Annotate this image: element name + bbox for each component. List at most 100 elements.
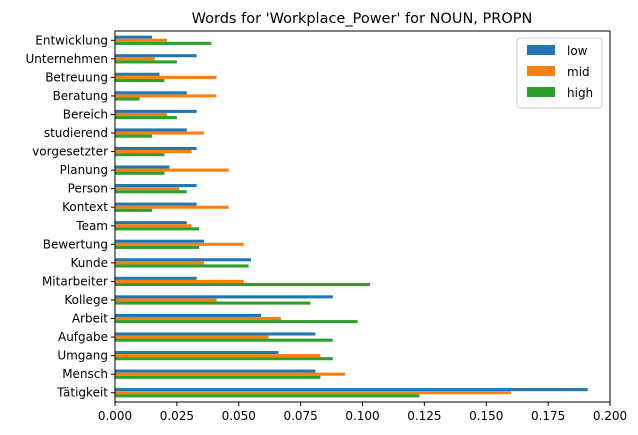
- bar-low: [115, 109, 197, 113]
- bar-mid: [115, 372, 346, 376]
- bar-high: [115, 97, 140, 101]
- x-axis: 0.000 0.025 0.050 0.075 0.100 0.125 0.150 0.175…: [98, 402, 627, 423]
- bar-low: [115, 146, 197, 151]
- bar-high: [115, 264, 249, 268]
- bar-low: [115, 165, 170, 169]
- bar-mid: [115, 112, 167, 117]
- x-tick-label: 0.200: [593, 409, 627, 423]
- y-tick-label: Kontext: [62, 200, 108, 214]
- bars-layer: [115, 35, 588, 398]
- bar-high: [115, 134, 153, 138]
- bar-mid: [115, 205, 229, 209]
- bar-low: [115, 369, 316, 373]
- bar-low: [115, 388, 588, 392]
- bar-mid: [115, 391, 511, 395]
- bar-low: [115, 91, 187, 95]
- bar-high: [115, 282, 370, 287]
- bar-mid: [115, 150, 192, 154]
- y-tick-label: Betreuung: [45, 70, 108, 84]
- bar-high: [115, 227, 200, 231]
- y-axis: Tätigkeit Mensch Umgang Aufgabe Arbeit Kolleg…: [26, 33, 115, 400]
- bar-mid: [115, 94, 217, 98]
- bar-mid: [115, 168, 229, 172]
- bar-low: [115, 128, 187, 132]
- bar-high: [115, 171, 165, 175]
- bar-mid: [115, 224, 192, 228]
- y-tick-label: studierend: [44, 126, 108, 140]
- bar-mid: [115, 131, 205, 135]
- y-tick-label: Planung: [60, 163, 108, 177]
- chart-title: Words for 'Workplace_Power' for NOUN, PR…: [192, 11, 533, 27]
- bar-low: [115, 313, 262, 317]
- legend-swatch-high: [527, 87, 555, 97]
- bar-high: [115, 375, 321, 379]
- bar-high: [115, 153, 165, 157]
- bar-mid: [115, 279, 244, 283]
- bar-low: [115, 35, 153, 39]
- bar-mid: [115, 261, 205, 265]
- bar-high: [115, 208, 153, 212]
- x-tick-label: 0.175: [531, 409, 565, 423]
- x-tick-label: 0.125: [407, 409, 441, 423]
- bar-low: [115, 258, 252, 262]
- y-tick-label: Aufgabe: [58, 330, 108, 344]
- bar-low: [115, 184, 197, 188]
- bar-high: [115, 301, 311, 305]
- bar-low: [115, 202, 197, 206]
- bar-high: [115, 245, 200, 249]
- bar-mid: [115, 316, 281, 321]
- bar-low: [115, 221, 187, 225]
- y-tick-label: Mensch: [62, 367, 108, 381]
- bar-high: [115, 357, 333, 361]
- y-tick-label: Umgang: [57, 349, 108, 363]
- y-tick-label: Team: [75, 219, 108, 233]
- y-tick-label: Bewertung: [43, 237, 108, 251]
- bar-mid: [115, 242, 244, 246]
- legend-label-high: high: [567, 86, 593, 100]
- bar-low: [115, 72, 160, 76]
- legend-swatch-low: [527, 45, 555, 55]
- bar-low: [115, 54, 197, 58]
- y-tick-label: Mitarbeiter: [42, 274, 108, 288]
- bar-low: [115, 295, 333, 299]
- bar-mid: [115, 354, 321, 358]
- bar-mid: [115, 38, 167, 42]
- x-tick-label: 0.075: [283, 409, 317, 423]
- x-tick-label: 0.000: [98, 409, 132, 423]
- y-tick-label: Arbeit: [72, 312, 108, 326]
- y-tick-label: Bereich: [63, 107, 108, 121]
- y-tick-label: vorgesetzter: [32, 145, 108, 159]
- x-tick-label: 0.100: [345, 409, 379, 423]
- bar-low: [115, 239, 205, 243]
- bar-low: [115, 276, 197, 280]
- y-tick-label: Kollege: [64, 293, 108, 307]
- x-tick-label: 0.150: [469, 409, 503, 423]
- y-tick-label: Beratung: [53, 89, 108, 103]
- bar-low: [115, 332, 316, 336]
- legend-swatch-mid: [527, 66, 555, 76]
- x-tick-label: 0.025: [160, 409, 194, 423]
- bar-high: [115, 41, 212, 45]
- y-tick-label: Entwicklung: [35, 33, 108, 47]
- bar-mid: [115, 75, 217, 79]
- bar-mid: [115, 298, 217, 302]
- y-tick-label: Unternehmen: [26, 52, 108, 66]
- bar-high: [115, 60, 177, 64]
- y-tick-label: Kunde: [71, 256, 108, 270]
- legend-label-mid: mid: [567, 65, 590, 79]
- bar-mid: [115, 335, 269, 339]
- bar-high: [115, 190, 187, 194]
- bar-high: [115, 394, 420, 398]
- y-tick-label: Person: [68, 182, 108, 196]
- legend: low mid high: [516, 37, 603, 109]
- bar-high: [115, 338, 333, 342]
- y-tick-label: Tätigkeit: [56, 386, 108, 400]
- bar-high: [115, 320, 358, 324]
- legend-label-low: low: [567, 44, 588, 58]
- bar-high: [115, 116, 177, 120]
- bar-mid: [115, 57, 155, 61]
- bar-low: [115, 350, 279, 355]
- x-tick-label: 0.050: [222, 409, 256, 423]
- bar-mid: [115, 187, 180, 191]
